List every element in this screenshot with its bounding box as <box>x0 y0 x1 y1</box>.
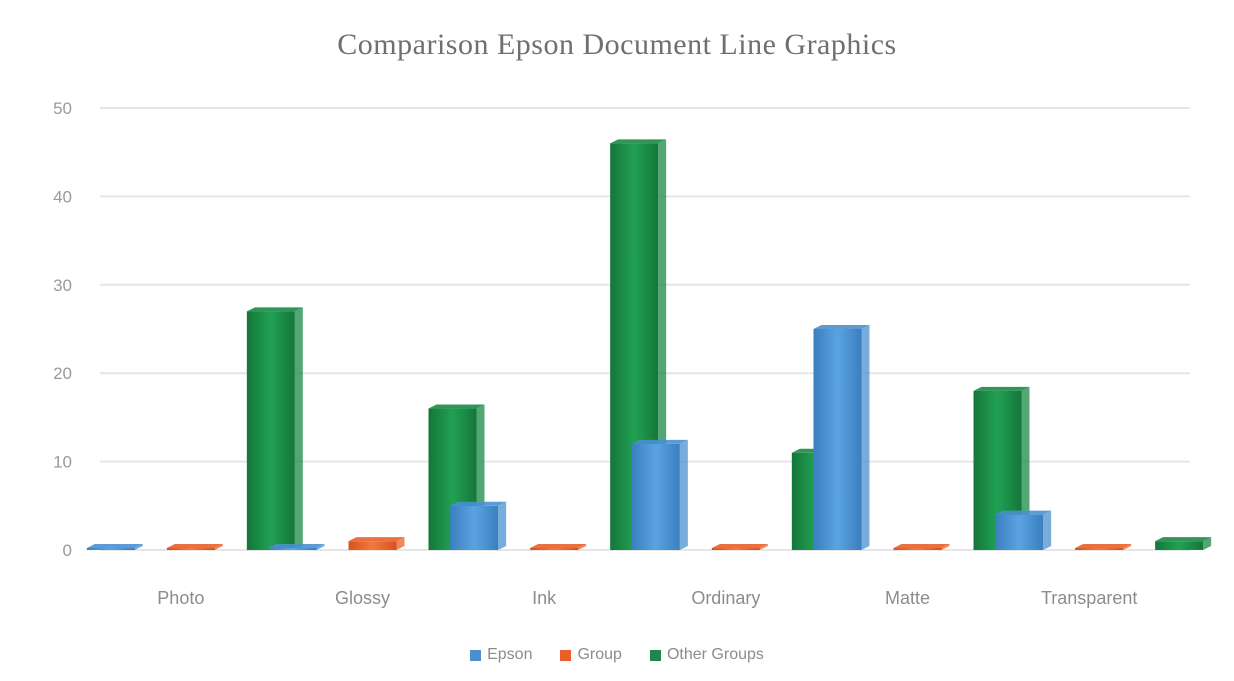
bar-top <box>711 544 768 548</box>
legend-label: Epson <box>487 646 533 663</box>
bar-front <box>1155 541 1204 550</box>
bar <box>1155 537 1212 550</box>
bar-side <box>1203 537 1212 550</box>
bar-top <box>348 537 405 542</box>
bar-side <box>316 544 325 550</box>
bar-front <box>86 548 135 550</box>
bar-front <box>268 548 317 550</box>
bar <box>530 544 587 550</box>
bar-side <box>1021 386 1030 550</box>
x-tick-label: Glossy <box>335 588 390 608</box>
bar-top <box>610 139 667 144</box>
x-tick-label: Matte <box>885 588 930 608</box>
bar-top <box>428 404 485 409</box>
bar-side <box>861 325 870 550</box>
bar-side <box>294 307 303 550</box>
legend: Epson Group Other Groups <box>0 646 1234 664</box>
legend-label: Group <box>577 646 622 663</box>
y-tick-label: 0 <box>63 541 72 560</box>
chart-title: Comparison Epson Document Line Graphics <box>337 28 897 61</box>
bar-side <box>1043 510 1052 550</box>
bar-top <box>246 307 303 312</box>
bar-front <box>246 311 295 550</box>
bar <box>813 325 870 550</box>
bar-side <box>214 544 223 550</box>
legend-item: Other Groups <box>649 646 764 664</box>
x-tick-label: Transparent <box>1041 588 1137 608</box>
bar-chart: 0 10 20 30 40 50 Photo Glossy Ink Ordinary Matte T… <box>53 99 1212 608</box>
bar-side <box>759 544 768 550</box>
bar-top <box>268 544 325 548</box>
bar-top <box>893 544 950 548</box>
x-tick-label: Ordinary <box>691 588 760 608</box>
bar-front <box>893 548 942 550</box>
bar-side <box>1123 544 1132 550</box>
legend-item: Epson <box>470 646 532 664</box>
bar-front <box>711 548 760 550</box>
legend-swatch <box>470 649 482 661</box>
bar <box>893 544 950 550</box>
y-tick-label: 20 <box>53 364 72 383</box>
bar-top <box>631 439 688 444</box>
x-tick-label: Ink <box>532 588 557 608</box>
bar <box>86 544 143 550</box>
bar-front <box>631 443 680 550</box>
bar-top <box>813 325 870 329</box>
y-axis-ticks: 0 10 20 30 40 50 <box>53 99 72 560</box>
bar-front <box>166 548 215 550</box>
bar <box>268 544 325 550</box>
bar <box>348 537 405 550</box>
legend-item: Group <box>560 646 622 664</box>
bar-top <box>530 544 587 548</box>
bar-side <box>134 544 143 550</box>
bar-side <box>396 537 405 550</box>
y-tick-label: 50 <box>53 99 72 118</box>
bar-top <box>86 544 143 548</box>
bar-side <box>941 544 950 550</box>
bar-top <box>450 501 507 506</box>
bar-front <box>1075 548 1124 550</box>
bar <box>1075 544 1132 550</box>
bar-top <box>973 386 1030 391</box>
bar-top <box>1155 537 1212 542</box>
bar <box>711 544 768 550</box>
bar <box>450 501 507 550</box>
bar <box>166 544 223 550</box>
bar-side <box>578 544 587 550</box>
bar <box>631 439 688 550</box>
bar-front <box>530 548 579 550</box>
x-axis-labels: Photo Glossy Ink Ordinary Matte Transparent <box>157 588 1137 608</box>
bar-front <box>995 514 1044 550</box>
bar-top <box>1075 544 1132 548</box>
legend-swatch <box>560 649 572 661</box>
bar-front <box>450 505 499 550</box>
legend-swatch <box>649 649 661 661</box>
y-tick-label: 30 <box>53 276 72 295</box>
bar-top <box>166 544 223 548</box>
bar-side <box>498 501 507 550</box>
bar-side <box>679 439 688 550</box>
x-tick-label: Photo <box>157 588 204 608</box>
bar-front <box>813 329 862 550</box>
bar <box>246 307 303 550</box>
y-tick-label: 40 <box>53 187 72 206</box>
bars <box>86 139 1212 551</box>
y-tick-label: 10 <box>53 453 72 472</box>
legend-label: Other Groups <box>666 646 764 663</box>
bar-front <box>348 541 397 550</box>
bar-top <box>995 510 1052 515</box>
bar <box>995 510 1052 550</box>
